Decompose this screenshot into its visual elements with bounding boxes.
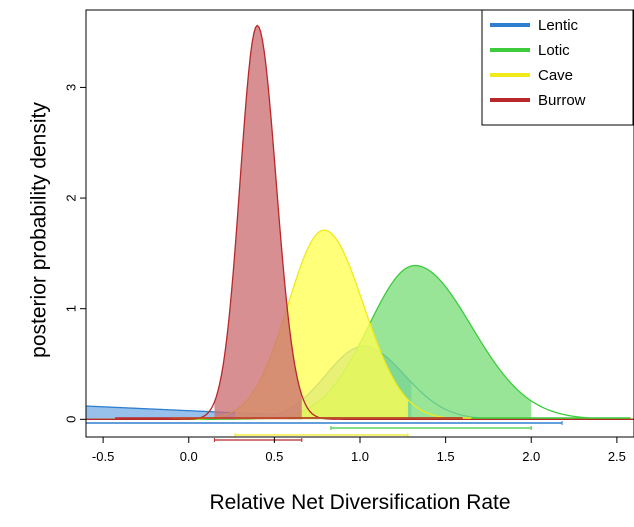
series-layer bbox=[85, 24, 634, 420]
legend: Lentic Lotic Cave Burrow bbox=[481, 9, 634, 126]
interval-layer bbox=[86, 417, 631, 442]
y-tick-label: 1 bbox=[63, 305, 78, 312]
series-burrow bbox=[86, 24, 634, 420]
legend-label-lotic: Lotic bbox=[538, 42, 570, 59]
y-axis-title: posterior probability density bbox=[28, 102, 51, 358]
x-tick-label: -0.5 bbox=[92, 449, 114, 464]
series-burrow-shaded-area bbox=[214, 25, 302, 420]
x-tick-label: 0.5 bbox=[265, 449, 283, 464]
legend-label-lentic: Lentic bbox=[538, 17, 579, 34]
x-axis-title: Relative Net Diversification Rate bbox=[209, 491, 510, 514]
x-tick-label: 1.0 bbox=[351, 449, 369, 464]
y-tick-label: 0 bbox=[63, 416, 78, 423]
series-cave bbox=[86, 229, 634, 420]
legend-box bbox=[481, 9, 634, 126]
legend-label-cave: Cave bbox=[538, 67, 573, 84]
series-burrow-density-line bbox=[86, 24, 634, 420]
x-tick-label: 0.0 bbox=[180, 449, 198, 464]
x-tick-label: 2.5 bbox=[608, 449, 626, 464]
y-tick-label: 3 bbox=[63, 84, 78, 91]
legend-label-burrow: Burrow bbox=[538, 92, 586, 109]
x-tick-label: 2.0 bbox=[522, 449, 540, 464]
axes-layer: -0.5 0.0 0.5 1.0 1.5 2.0 2.5 0 1 2 3 bbox=[63, 84, 625, 464]
y-tick-label: 2 bbox=[63, 194, 78, 201]
x-tick-label: 1.5 bbox=[437, 449, 455, 464]
